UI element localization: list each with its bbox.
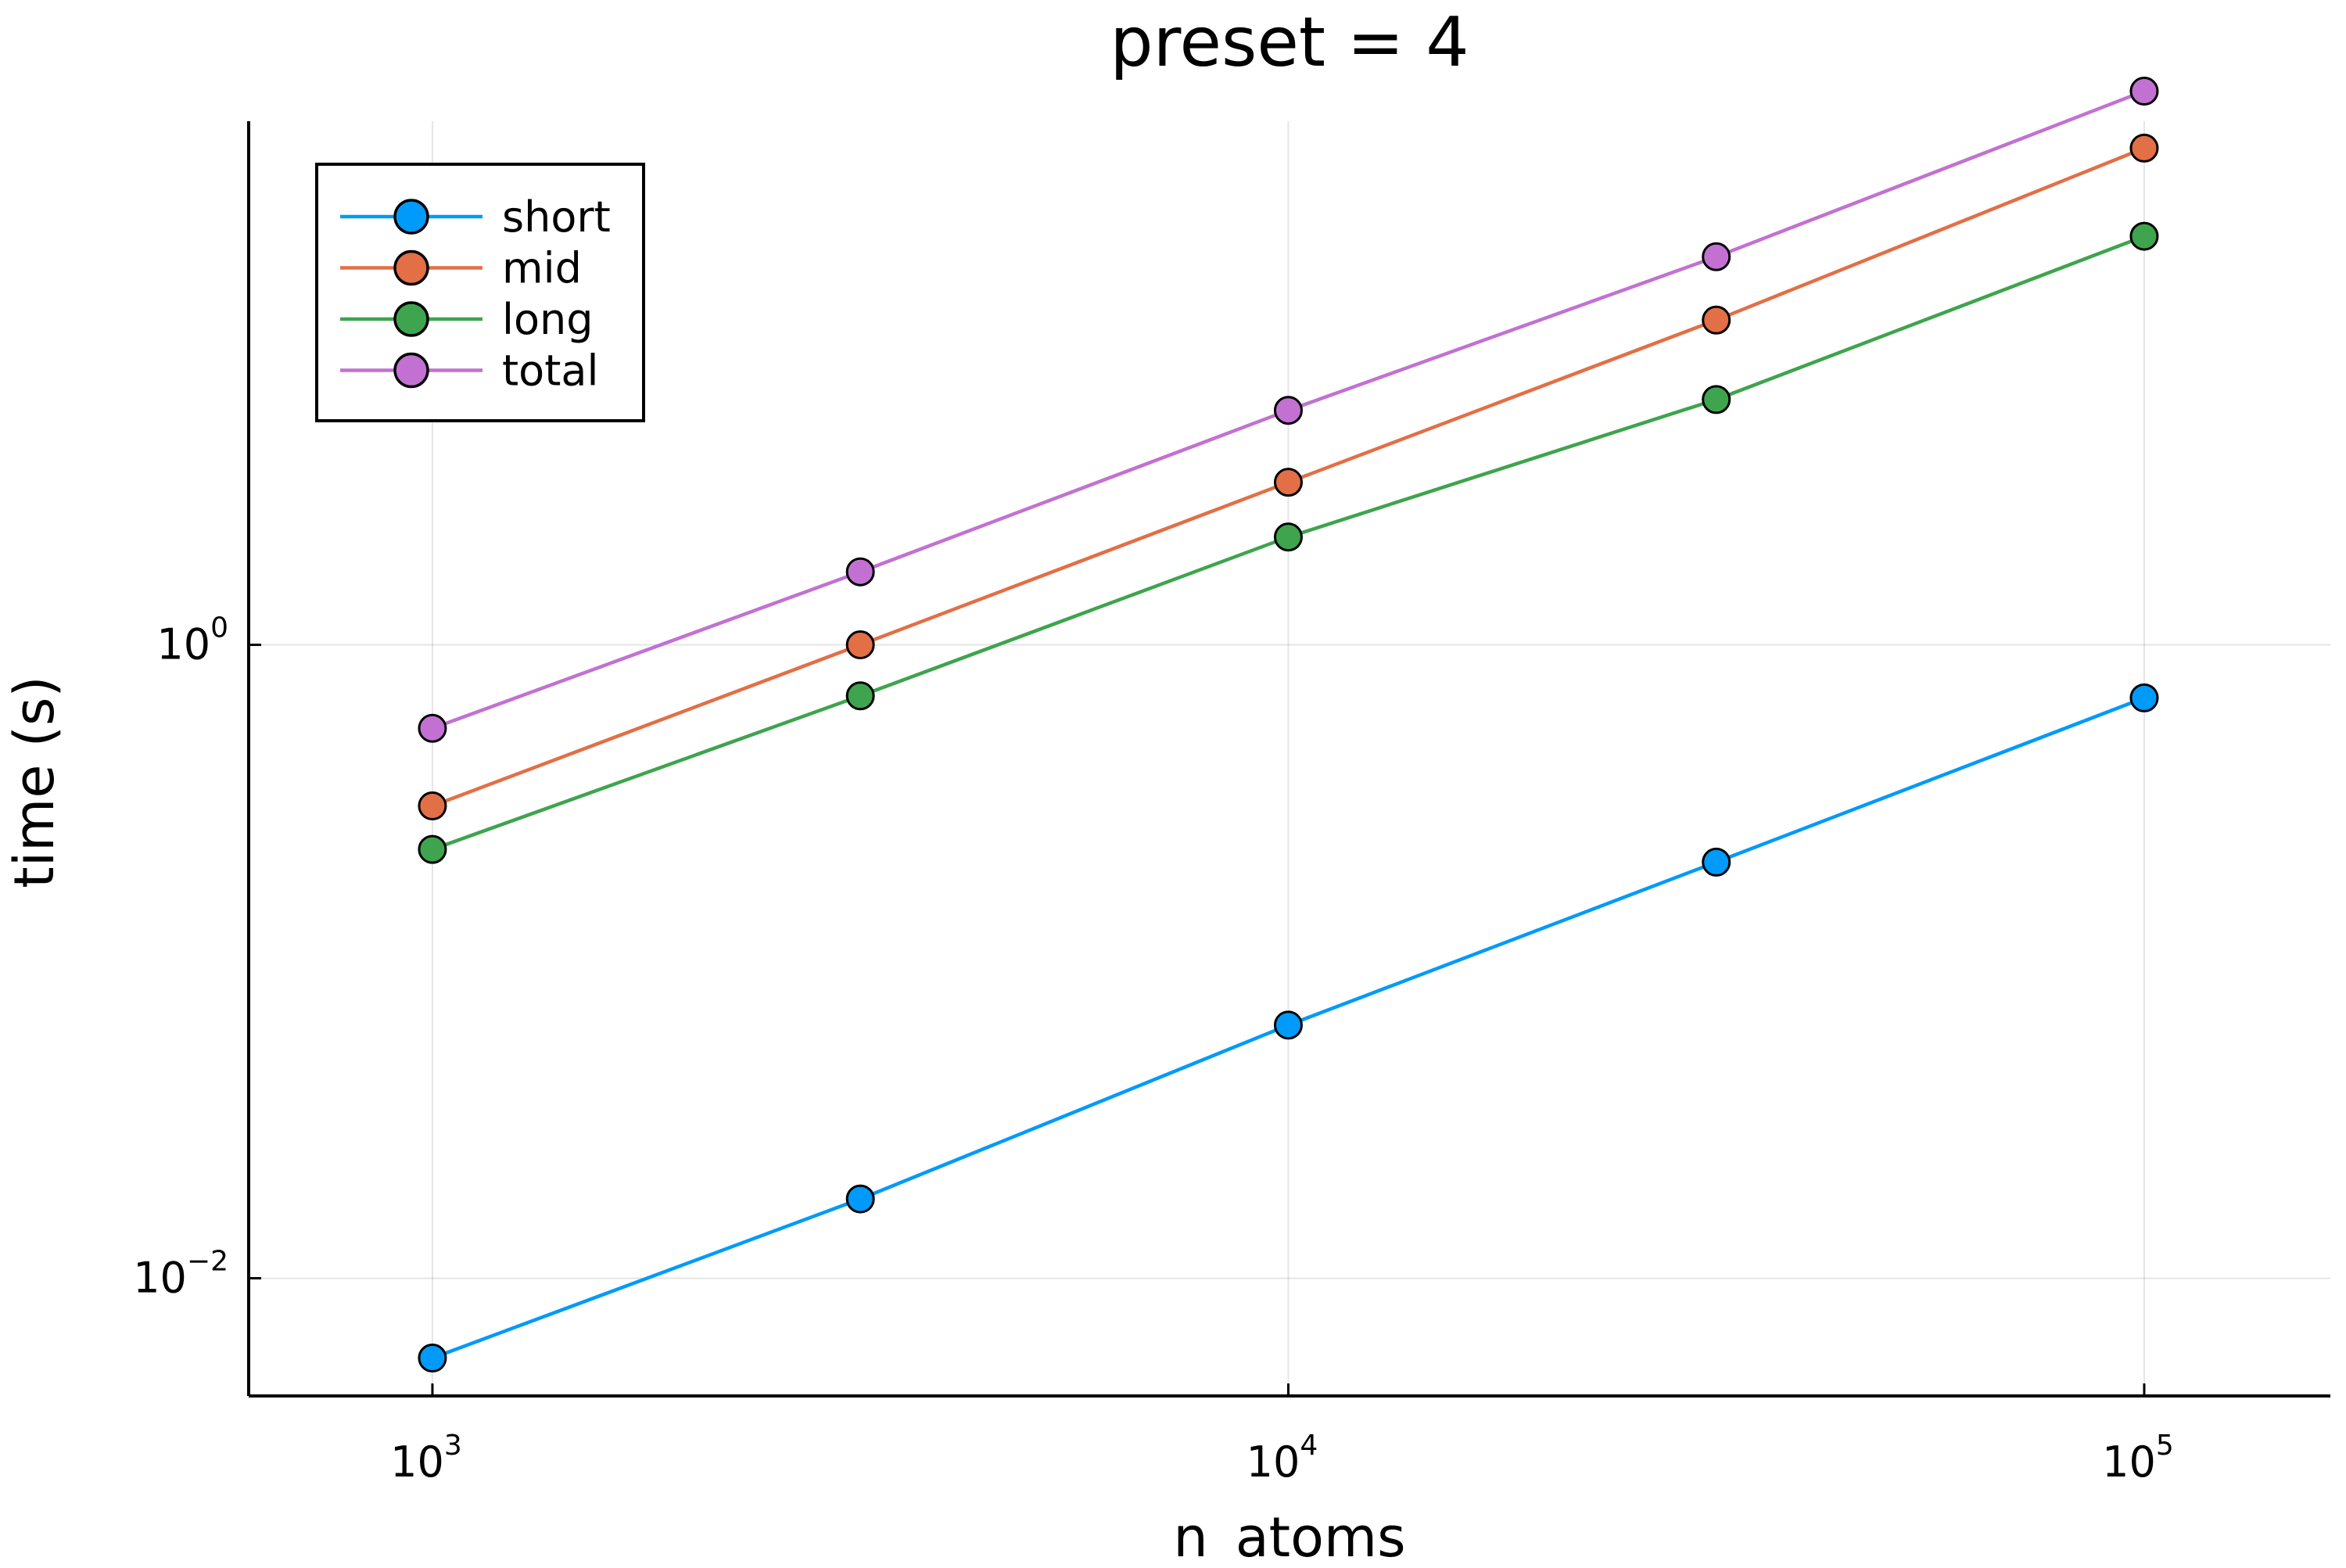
legend-marker (393, 199, 429, 235)
data-point-total (418, 713, 447, 743)
x-tick-label: 103 (390, 1430, 462, 1487)
legend-item-mid: mid (340, 244, 582, 293)
y-axis-label: time (s) (2, 676, 66, 888)
x-axis-label: n_atoms (1173, 1505, 1405, 1564)
data-point-long (845, 681, 875, 711)
tick-labels: 103 104 105 10−2 100 (133, 612, 2174, 1487)
legend-marker (393, 301, 429, 337)
data-point-total (845, 557, 875, 587)
data-point-mid (1273, 468, 1303, 497)
data-point-long (418, 834, 447, 864)
data-point-mid (2129, 133, 2159, 163)
data-point-long (1702, 385, 1731, 414)
legend-label: long (502, 295, 594, 344)
x-tick-label: 105 (2102, 1430, 2174, 1487)
data-point-long (2129, 221, 2159, 251)
legend-label: short (502, 192, 611, 242)
data-point-long (1273, 522, 1303, 552)
series-layer (418, 77, 2159, 1372)
data-point-short (1702, 847, 1731, 877)
legend-item-long: long (340, 295, 594, 344)
legend-label: total (502, 346, 598, 396)
legend-box (315, 163, 645, 422)
legend-item-short: short (340, 192, 611, 242)
data-point-total (2129, 77, 2159, 106)
axes (247, 121, 2330, 1398)
data-point-total (1273, 396, 1303, 425)
series-mid (418, 133, 2159, 821)
data-point-short (2129, 683, 2159, 712)
legend-marker (393, 352, 429, 389)
legend-marker (393, 249, 429, 286)
data-point-mid (845, 630, 875, 660)
grid-lines (249, 121, 2330, 1396)
data-point-short (418, 1343, 447, 1372)
x-tick-label: 104 (1247, 1430, 1318, 1487)
series-short (418, 683, 2159, 1372)
data-point-mid (1702, 305, 1731, 335)
legend-item-total: total (340, 346, 598, 396)
data-point-mid (418, 791, 447, 821)
series-long (418, 221, 2159, 864)
y-tick-label: 10−2 (133, 1246, 228, 1303)
data-point-short (1273, 1010, 1303, 1040)
y-tick-label: 100 (156, 612, 228, 669)
data-point-total (1702, 242, 1731, 271)
series-total (418, 77, 2159, 743)
legend-label: mid (502, 244, 582, 293)
chart-title: preset = 4 (1110, 2, 1469, 82)
data-point-short (845, 1184, 875, 1214)
